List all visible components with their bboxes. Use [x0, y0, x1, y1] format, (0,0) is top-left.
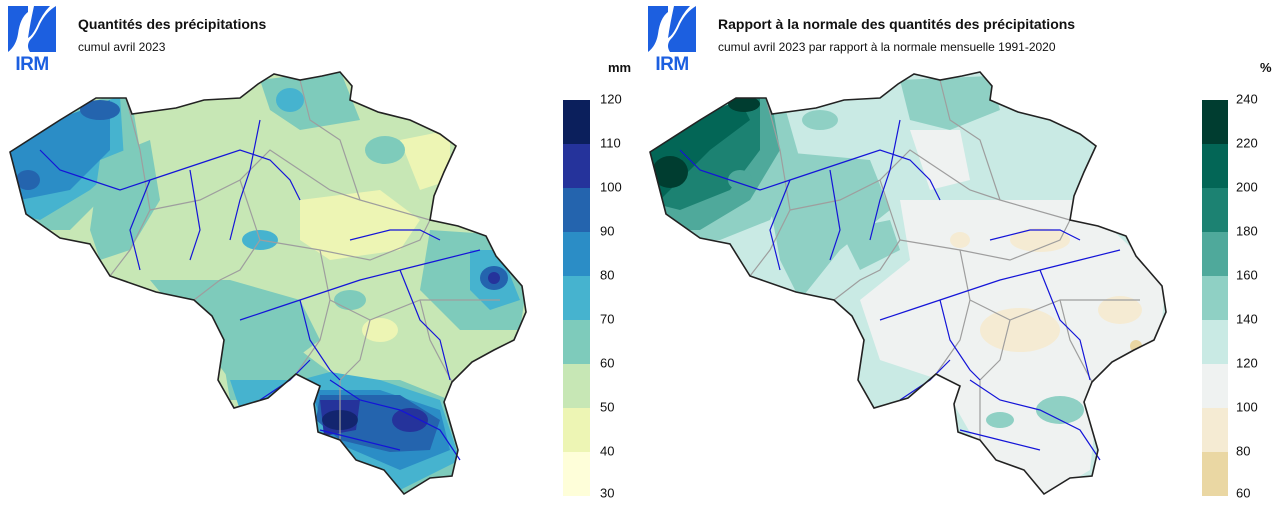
legend-tick-label: 50	[600, 399, 614, 414]
legend-tick-label: 180	[1236, 223, 1258, 238]
map-subtitle: cumul avril 2023 par rapport à la normal…	[718, 40, 1056, 54]
legend-unit: %	[1260, 60, 1272, 75]
legend-swatch	[1202, 276, 1228, 320]
legend-swatch	[563, 452, 590, 496]
legend-tick-label: 80	[600, 267, 614, 282]
legend-swatch	[1202, 100, 1228, 144]
irm-logo: IRM	[6, 4, 58, 75]
legend-swatch	[563, 364, 590, 408]
belgium-border	[649, 71, 1167, 496]
rivers	[679, 119, 1121, 461]
legend-tick-label: 40	[600, 443, 614, 458]
legend-swatch	[563, 144, 590, 188]
legend-tick-label: 200	[1236, 179, 1258, 194]
irm-logo: IRM	[646, 4, 698, 75]
irm-logo-mark	[8, 6, 56, 52]
legend-tick-label: 120	[1236, 355, 1258, 370]
legend-swatch	[563, 408, 590, 452]
belgium-precipitation-map	[9, 71, 527, 496]
legend-tick-label: 120	[600, 94, 622, 106]
legend-tick-label: 160	[1236, 267, 1258, 282]
map-title: Quantités des précipitations	[78, 16, 267, 32]
legend-swatch	[563, 232, 590, 276]
map-subtitle: cumul avril 2023	[78, 40, 166, 54]
legend-tick-label: 80	[1236, 443, 1250, 458]
legend-tick-label: 90	[600, 223, 614, 238]
legend-swatch	[1202, 188, 1228, 232]
belgium-ratio-map	[649, 71, 1167, 496]
irm-logo-text: IRM	[655, 54, 689, 75]
legend-tick-label: 100	[600, 179, 622, 194]
legend-tick-label: 240	[1236, 94, 1258, 106]
legend-tick-label: 110	[600, 135, 621, 150]
legend-tick-label: 140	[1236, 311, 1258, 326]
province-borders	[749, 79, 1140, 440]
legend-swatch	[563, 276, 590, 320]
legend-unit: mm	[608, 60, 632, 75]
ratio-to-normal-panel: IRM Rapport à la normale des quantités d…	[640, 0, 1280, 507]
irm-logo-mark	[648, 6, 696, 52]
legend-tick-label: 100	[1236, 399, 1258, 414]
legend-tick-label: 70	[600, 311, 614, 326]
precipitation-panel: IRM Quantités des précipitations cumul a…	[6, 4, 632, 500]
legend-swatch	[563, 188, 590, 232]
legend-swatch	[563, 100, 590, 144]
legend-tick-label: 30	[600, 485, 614, 500]
legend-swatch	[1202, 408, 1228, 452]
province-borders	[109, 79, 500, 440]
legend-tick-label: 220	[1236, 135, 1258, 150]
legend-swatch	[1202, 144, 1228, 188]
irm-logo-text: IRM	[15, 54, 49, 75]
belgium-border	[9, 71, 527, 496]
legend-swatch	[1202, 320, 1228, 364]
legend-swatch	[1202, 364, 1228, 408]
legend-swatch	[563, 320, 590, 364]
rivers	[39, 119, 481, 461]
legend-tick-label: 60	[1236, 485, 1250, 500]
ratio-legend: 240 220 200 180 160 140 120 100 80 60	[1202, 94, 1258, 500]
precipitation-legend: 120 110 100 90 80 70 60 50 40 30	[563, 94, 622, 500]
legend-swatch	[1202, 232, 1228, 276]
map-title: Rapport à la normale des quantités des p…	[718, 16, 1076, 32]
legend-tick-label: 60	[600, 355, 614, 370]
legend-swatch	[1202, 452, 1228, 496]
